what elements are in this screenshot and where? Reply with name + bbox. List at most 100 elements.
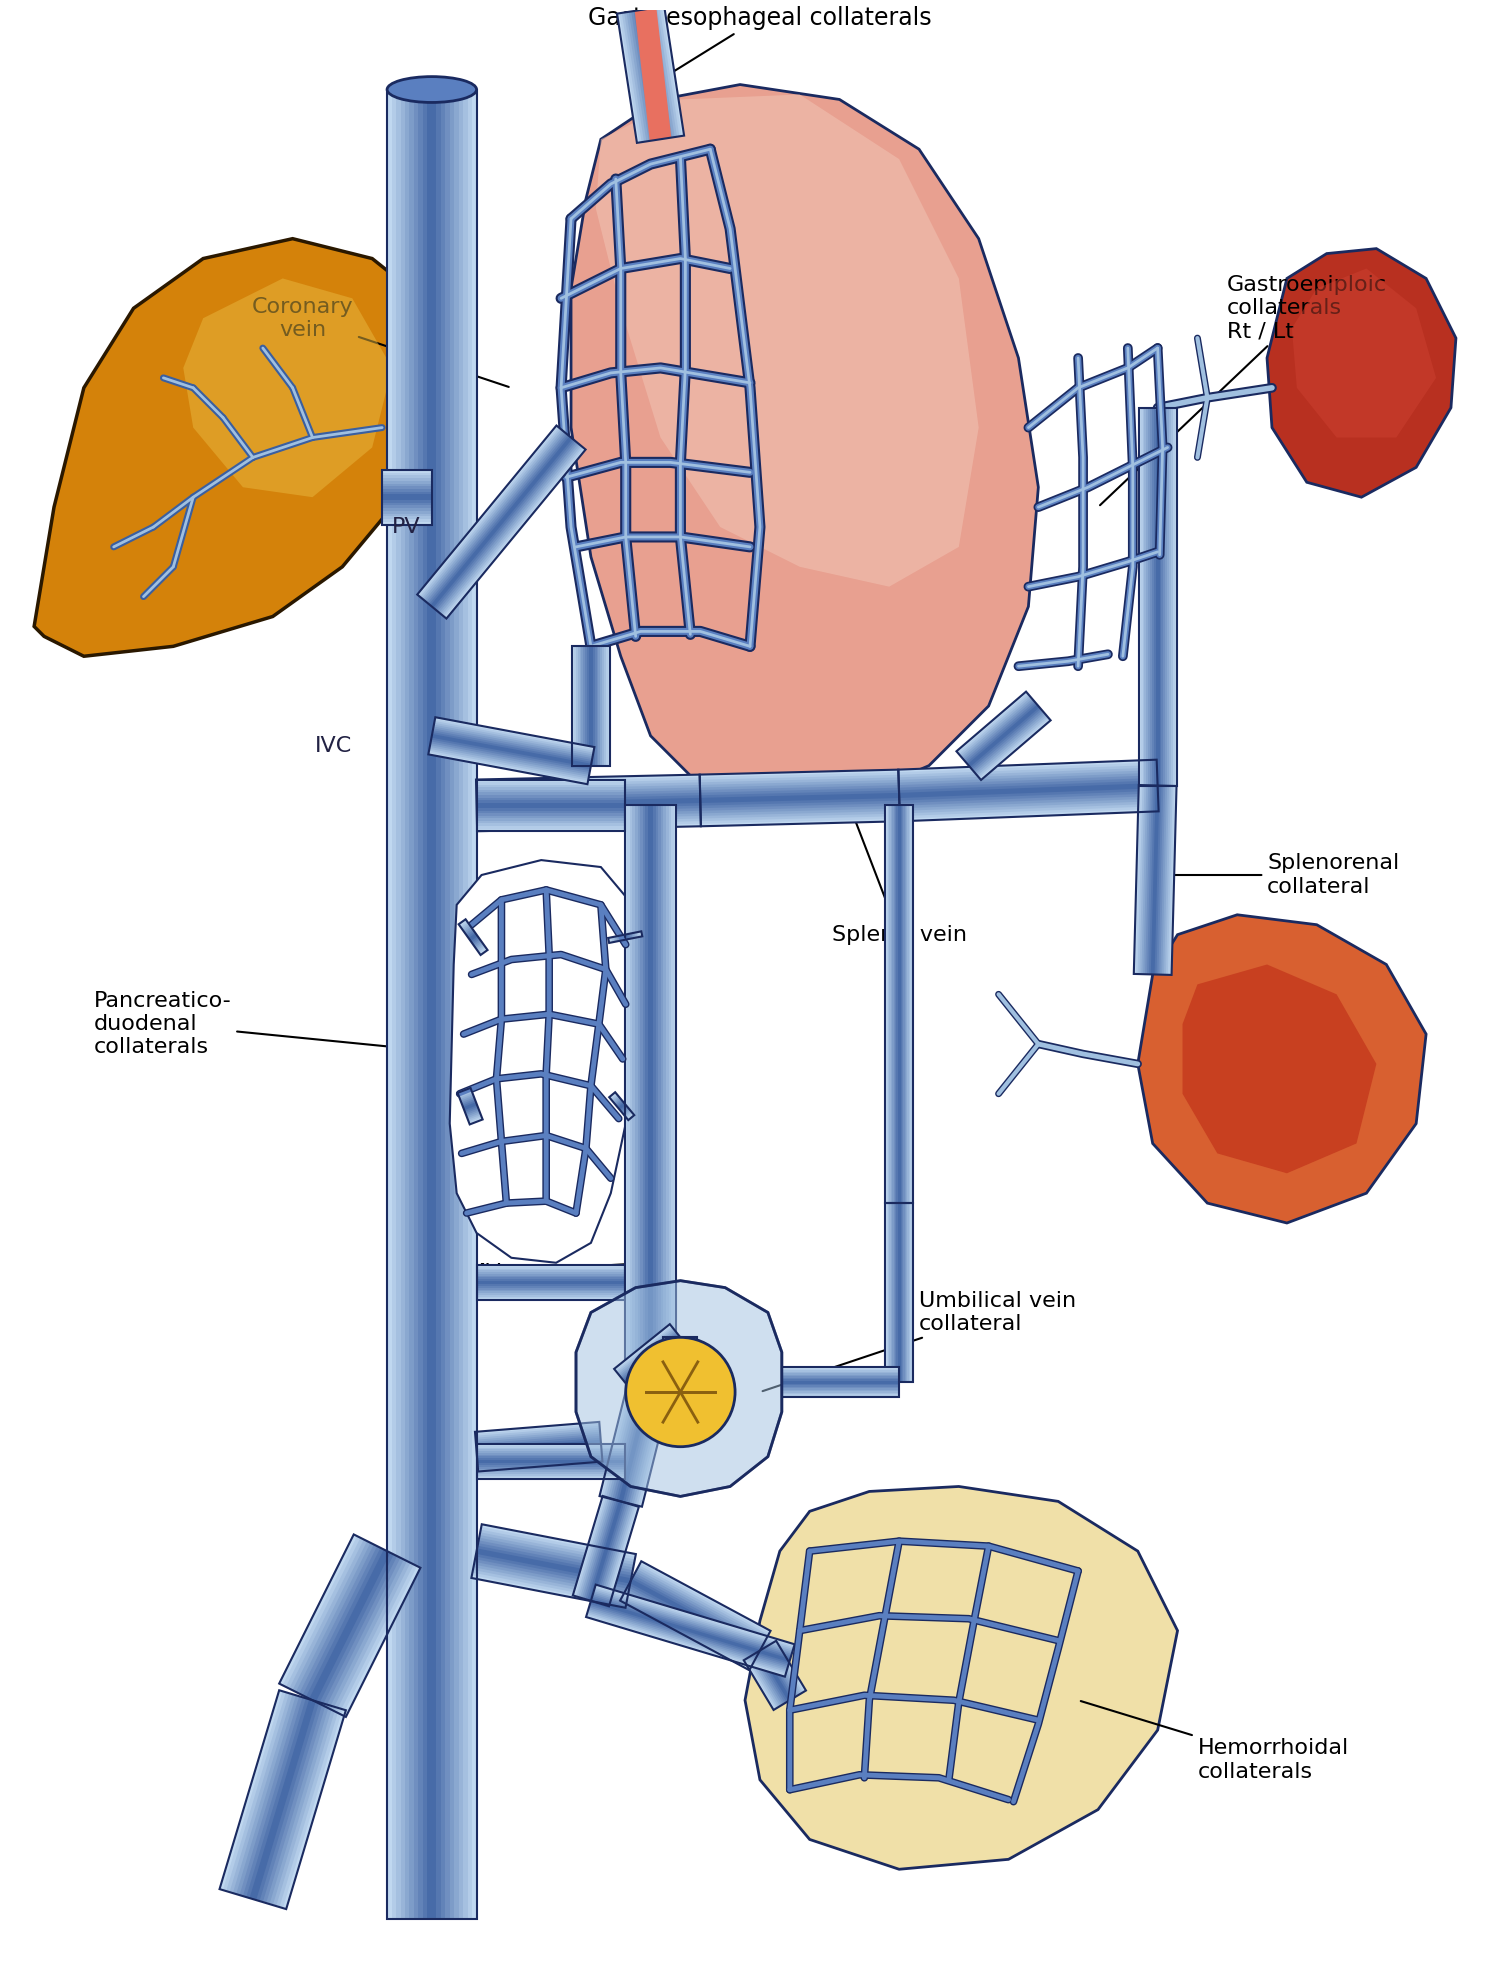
- Polygon shape: [432, 437, 572, 607]
- Polygon shape: [640, 806, 662, 1382]
- Polygon shape: [1137, 786, 1173, 975]
- Polygon shape: [282, 1536, 417, 1715]
- Polygon shape: [586, 647, 594, 766]
- Polygon shape: [618, 1102, 626, 1110]
- Polygon shape: [624, 8, 676, 141]
- Polygon shape: [254, 1701, 312, 1900]
- Polygon shape: [430, 727, 592, 774]
- Polygon shape: [892, 806, 906, 1203]
- Polygon shape: [574, 1497, 638, 1606]
- Polygon shape: [236, 1695, 328, 1904]
- Polygon shape: [588, 1501, 624, 1602]
- Polygon shape: [756, 1650, 794, 1703]
- Polygon shape: [620, 1104, 624, 1110]
- Polygon shape: [477, 1449, 624, 1473]
- Polygon shape: [633, 8, 668, 141]
- Polygon shape: [382, 470, 432, 524]
- Polygon shape: [429, 435, 574, 609]
- Polygon shape: [885, 806, 914, 1203]
- Polygon shape: [614, 1098, 630, 1116]
- Polygon shape: [1134, 784, 1176, 975]
- Text: Splenic vein: Splenic vein: [831, 808, 966, 945]
- Polygon shape: [477, 790, 624, 822]
- Polygon shape: [1138, 407, 1176, 786]
- Polygon shape: [748, 1644, 801, 1707]
- Polygon shape: [579, 1497, 633, 1604]
- Polygon shape: [668, 1338, 694, 1372]
- Polygon shape: [477, 1459, 624, 1463]
- Polygon shape: [462, 923, 484, 951]
- Polygon shape: [477, 1276, 624, 1290]
- Polygon shape: [472, 1526, 636, 1606]
- Polygon shape: [1143, 786, 1167, 975]
- Polygon shape: [674, 1338, 687, 1372]
- Polygon shape: [616, 933, 634, 941]
- Polygon shape: [590, 1501, 622, 1602]
- Polygon shape: [1138, 915, 1426, 1223]
- Polygon shape: [620, 6, 681, 143]
- Polygon shape: [700, 792, 898, 804]
- Polygon shape: [621, 935, 628, 941]
- Polygon shape: [700, 780, 900, 816]
- Polygon shape: [476, 1431, 602, 1461]
- Text: Umbilical vein
collateral: Umbilical vein collateral: [762, 1290, 1076, 1391]
- Polygon shape: [460, 1096, 480, 1116]
- Polygon shape: [232, 1695, 333, 1906]
- Polygon shape: [477, 798, 624, 814]
- Polygon shape: [429, 725, 592, 776]
- Polygon shape: [1148, 786, 1164, 975]
- Polygon shape: [465, 929, 482, 945]
- Polygon shape: [621, 1382, 651, 1501]
- Polygon shape: [648, 806, 652, 1382]
- Polygon shape: [622, 935, 627, 941]
- Polygon shape: [610, 1094, 633, 1120]
- Polygon shape: [1142, 786, 1168, 975]
- Polygon shape: [746, 1487, 1178, 1870]
- Polygon shape: [591, 1600, 790, 1661]
- Polygon shape: [636, 10, 664, 141]
- Polygon shape: [382, 494, 432, 500]
- Polygon shape: [1146, 407, 1168, 786]
- Polygon shape: [964, 701, 1044, 772]
- Polygon shape: [898, 760, 1158, 822]
- Polygon shape: [644, 806, 658, 1382]
- Polygon shape: [1144, 407, 1172, 786]
- Polygon shape: [1150, 786, 1160, 975]
- Polygon shape: [477, 790, 700, 816]
- Polygon shape: [422, 429, 580, 615]
- Polygon shape: [782, 1376, 898, 1388]
- Polygon shape: [474, 1534, 634, 1598]
- Polygon shape: [782, 1382, 898, 1384]
- Polygon shape: [897, 806, 902, 1203]
- Polygon shape: [630, 806, 672, 1382]
- Polygon shape: [640, 10, 660, 139]
- Polygon shape: [614, 1324, 692, 1395]
- Polygon shape: [894, 1203, 904, 1382]
- Polygon shape: [627, 1572, 764, 1657]
- Polygon shape: [1140, 786, 1172, 975]
- Polygon shape: [477, 1278, 624, 1288]
- Polygon shape: [746, 1642, 804, 1709]
- Polygon shape: [896, 1203, 903, 1382]
- Polygon shape: [579, 647, 603, 766]
- Polygon shape: [888, 806, 910, 1203]
- Polygon shape: [420, 429, 582, 615]
- Polygon shape: [591, 1600, 790, 1661]
- Polygon shape: [183, 278, 392, 496]
- Polygon shape: [897, 1203, 900, 1382]
- Polygon shape: [622, 8, 680, 143]
- Polygon shape: [382, 478, 432, 516]
- Polygon shape: [957, 693, 1050, 778]
- Polygon shape: [477, 1445, 624, 1479]
- Polygon shape: [747, 1644, 802, 1707]
- Polygon shape: [476, 1421, 603, 1471]
- Polygon shape: [669, 1338, 692, 1372]
- Polygon shape: [476, 1546, 632, 1586]
- Polygon shape: [585, 647, 597, 766]
- Polygon shape: [477, 1447, 624, 1475]
- Polygon shape: [459, 919, 488, 955]
- Polygon shape: [477, 784, 624, 826]
- Polygon shape: [382, 486, 432, 508]
- Polygon shape: [586, 1584, 795, 1677]
- Polygon shape: [580, 1499, 632, 1604]
